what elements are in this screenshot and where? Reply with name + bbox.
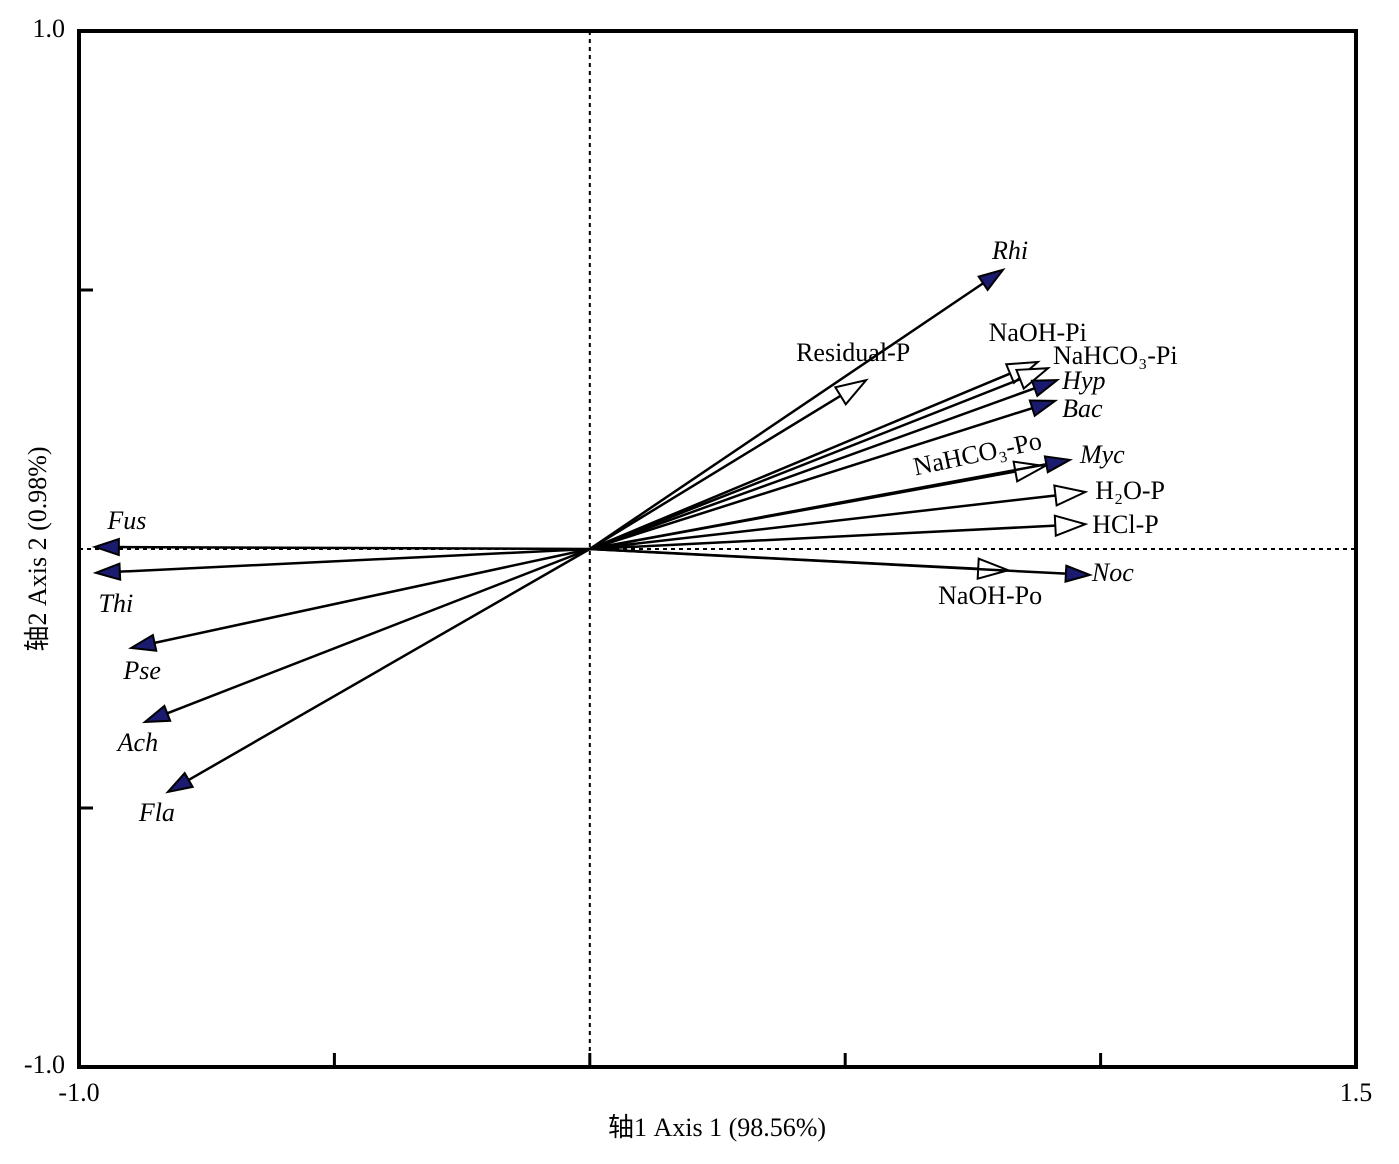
variable-label: NaHCO₃-Pi	[1053, 341, 1178, 370]
variable-arrow	[1014, 367, 1051, 391]
variable-arrow	[1053, 514, 1089, 538]
arrow-shaft	[589, 387, 1036, 551]
species-label: Noc	[1091, 558, 1134, 587]
species-label: Fla	[138, 798, 175, 827]
species-arrow	[128, 633, 158, 652]
arrow-shaft	[154, 547, 591, 645]
y-tick-label: -1.0	[24, 1050, 65, 1079]
arrow-shaft	[118, 545, 590, 551]
variable-label: HCl-P	[1092, 510, 1158, 539]
arrow-shaft	[589, 494, 1056, 551]
variable-label: H₂O-P	[1095, 476, 1165, 505]
arrow-shaft	[589, 378, 1021, 551]
species-label: Hyp	[1061, 366, 1105, 395]
species-arrow	[1064, 564, 1094, 583]
variable-label: NaOH-Po	[938, 581, 1042, 610]
variable-label: Residual-P	[796, 338, 910, 367]
arrow-shaft	[119, 547, 590, 573]
arrow-shaft	[589, 547, 1066, 575]
arrow-shaft	[589, 463, 1047, 551]
arrow-shaft	[188, 547, 591, 782]
species-arrow	[165, 771, 195, 794]
species-arrow	[1028, 399, 1059, 418]
species-arrow	[91, 537, 120, 557]
x-tick-label: 1.5	[1340, 1078, 1373, 1107]
species-arrow	[141, 704, 172, 724]
arrow-shaft	[589, 406, 1033, 551]
arrow-shaft	[166, 547, 591, 715]
x-axis-label: 轴1 Axis 1 (98.56%)	[608, 1113, 826, 1142]
species-label: Ach	[116, 728, 158, 757]
species-arrow	[977, 268, 1006, 292]
species-arrow	[1043, 455, 1074, 474]
species-label: Bac	[1062, 394, 1103, 423]
variable-arrow	[1053, 484, 1089, 507]
variable-label: NaOH-Pi	[989, 318, 1087, 347]
arrow-shaft	[589, 394, 842, 551]
arrow-shaft	[589, 524, 1056, 551]
species-label: Thi	[99, 589, 134, 618]
arrow-shaft	[589, 282, 984, 551]
species-label: Pse	[122, 656, 161, 685]
variable-arrow	[833, 378, 869, 407]
plot-frame	[77, 29, 1358, 1069]
species-label: Myc	[1079, 440, 1125, 469]
species-arrow	[1030, 379, 1061, 398]
species-arrow	[92, 562, 122, 581]
species-label: Rhi	[991, 236, 1028, 265]
y-axis-label: 轴2 Axis 2 (0.98%)	[23, 446, 52, 651]
x-tick-label: -1.0	[58, 1078, 99, 1107]
arrow-shaft	[589, 372, 1011, 551]
y-tick-label: 1.0	[33, 14, 66, 43]
species-label: Fus	[106, 506, 146, 535]
